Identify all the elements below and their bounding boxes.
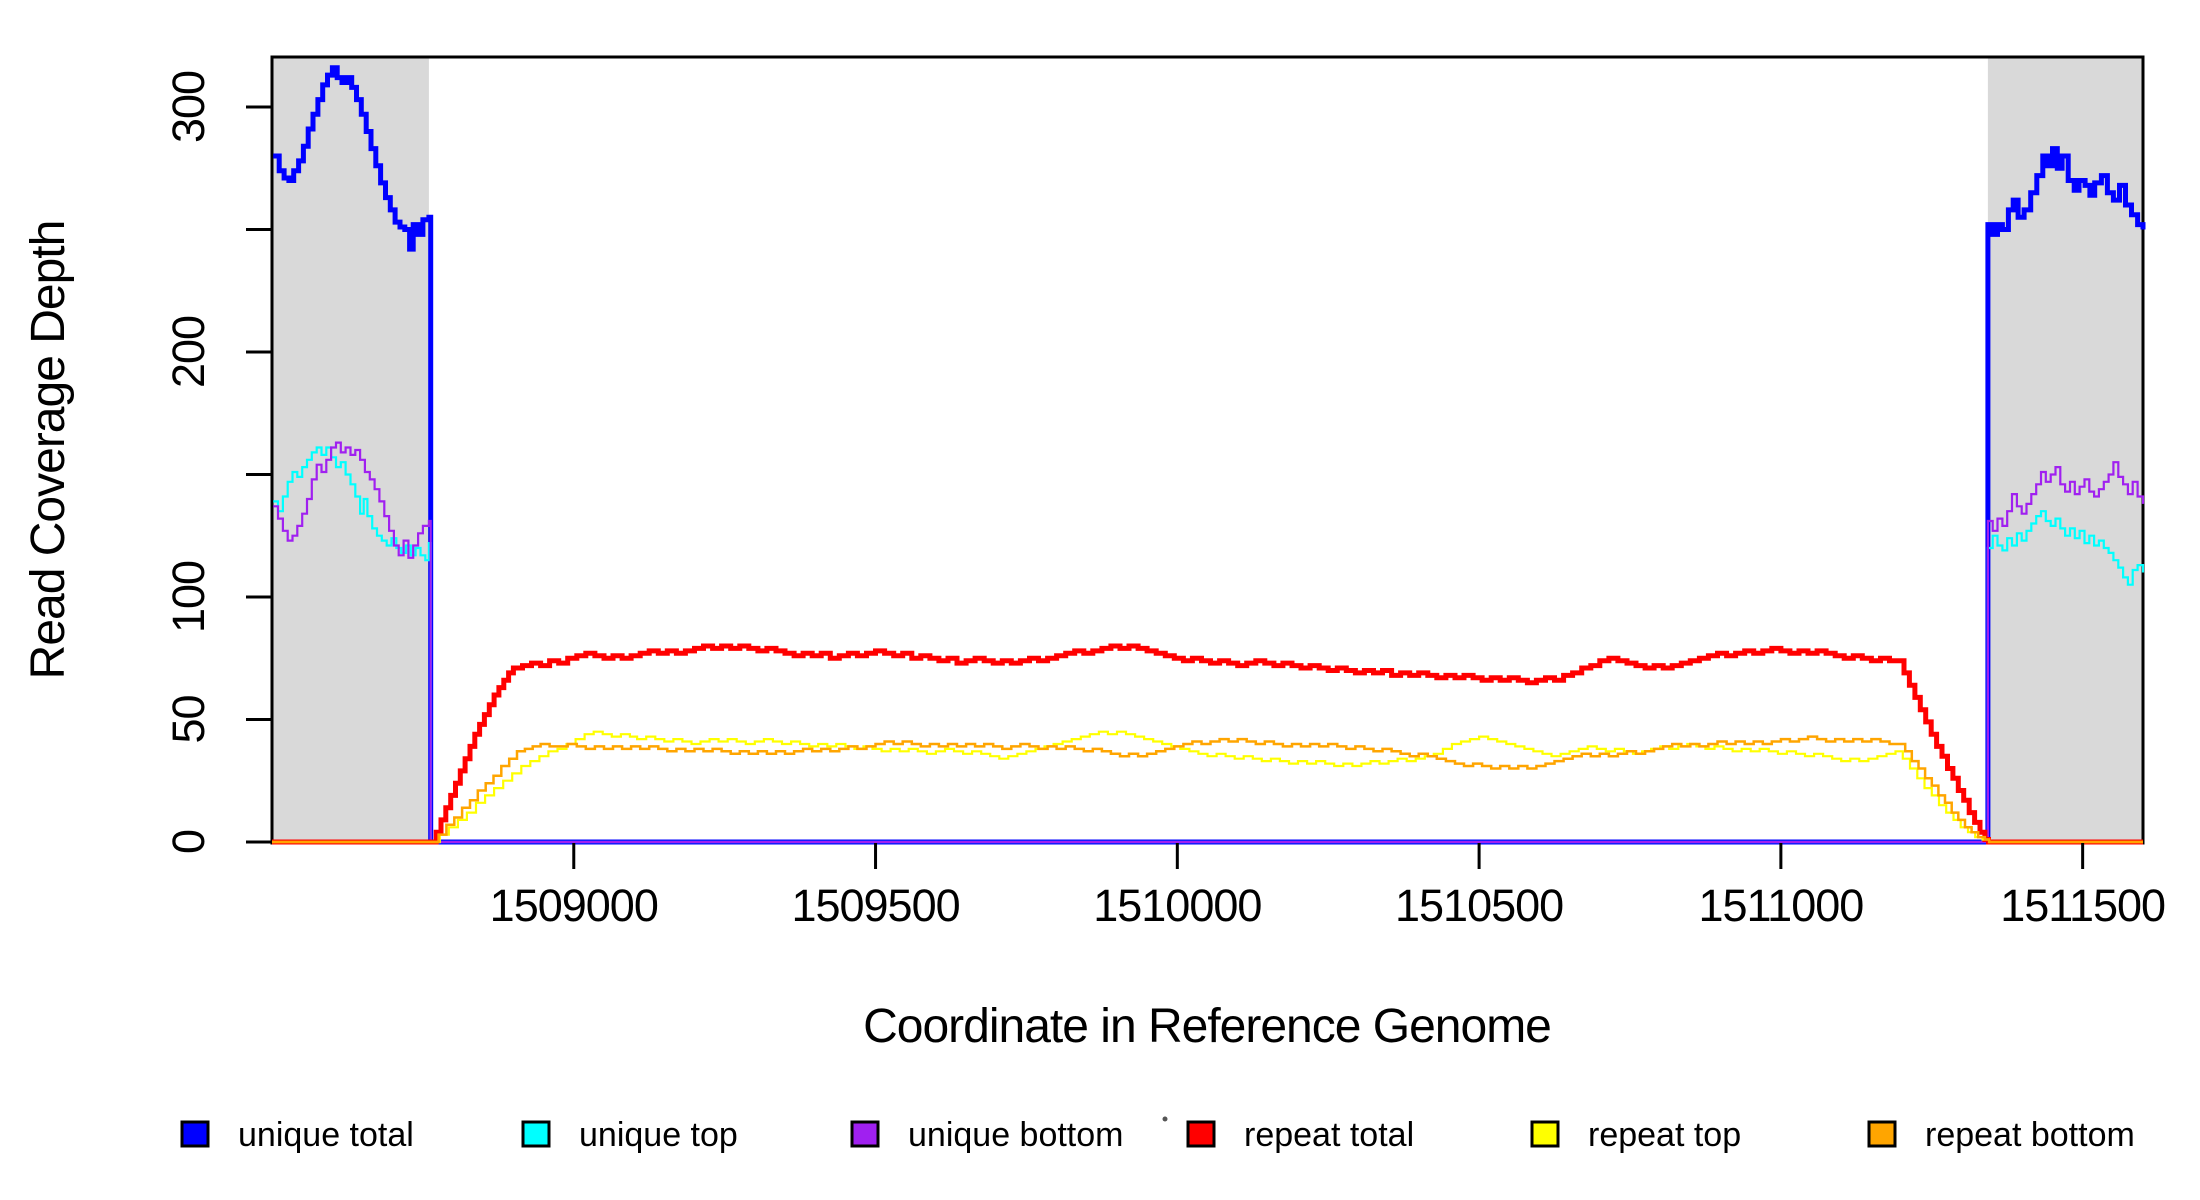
legend-swatch-unique-total bbox=[180, 1120, 210, 1148]
legend-swatch-repeat-top bbox=[1530, 1120, 1560, 1148]
x-tick-label: 1510000 bbox=[1093, 880, 1261, 931]
y-tick-label: 300 bbox=[163, 71, 214, 143]
y-axis-title: Read Coverage Depth bbox=[22, 221, 75, 680]
legend-label-unique-top: unique top bbox=[579, 1116, 738, 1154]
x-tick-label: 1511500 bbox=[2000, 880, 2165, 931]
x-axis-title: Coordinate in Reference Genome bbox=[863, 1000, 1551, 1053]
legend-label-repeat-bottom: repeat bottom bbox=[1925, 1116, 2135, 1154]
x-axis-ticks: 1509000 1509500 1510000 1510500 1511000 15115… bbox=[490, 843, 2166, 931]
y-axis-ticks: 0 50 100 200 300 bbox=[163, 71, 272, 854]
series-line-repeat-bottom bbox=[272, 735, 2143, 844]
legend-label-repeat-total: repeat total bbox=[1244, 1116, 1414, 1154]
legend-swatch-unique-top bbox=[521, 1120, 551, 1148]
legend-label-repeat-top: repeat top bbox=[1588, 1116, 1741, 1154]
legend-label-unique-bottom: unique bottom bbox=[908, 1116, 1124, 1154]
shaded-region bbox=[1987, 58, 2143, 845]
x-tick-label: 1509000 bbox=[490, 880, 658, 931]
series-lines bbox=[272, 65, 2146, 845]
series-line-repeat-total bbox=[272, 643, 2143, 845]
legend-swatch-repeat-bottom bbox=[1867, 1120, 1897, 1148]
stray-dot bbox=[1162, 1116, 1168, 1122]
legend-swatch-unique-bottom bbox=[850, 1120, 880, 1148]
legend-label-unique-total: unique total bbox=[238, 1116, 414, 1154]
y-tick-label: 200 bbox=[163, 316, 214, 388]
x-tick-label: 1510500 bbox=[1395, 880, 1563, 931]
x-tick-label: 1511000 bbox=[1698, 880, 1863, 931]
y-tick-label: 0 bbox=[163, 830, 214, 854]
legend-swatch-repeat-total bbox=[1186, 1120, 1216, 1148]
y-tick-label: 100 bbox=[163, 561, 214, 633]
x-tick-label: 1509500 bbox=[791, 880, 959, 931]
series-line-repeat-top bbox=[272, 730, 2143, 844]
legend: unique total unique top unique bottom repea… bbox=[180, 1116, 2135, 1154]
plot-border-box bbox=[270, 55, 2145, 845]
series-line-unique-bottom bbox=[273, 441, 2145, 844]
y-tick-label: 50 bbox=[163, 695, 214, 743]
series-line-unique-top bbox=[273, 446, 2145, 844]
series-line-unique-total bbox=[273, 65, 2146, 845]
shaded-region-bands bbox=[272, 58, 2143, 845]
